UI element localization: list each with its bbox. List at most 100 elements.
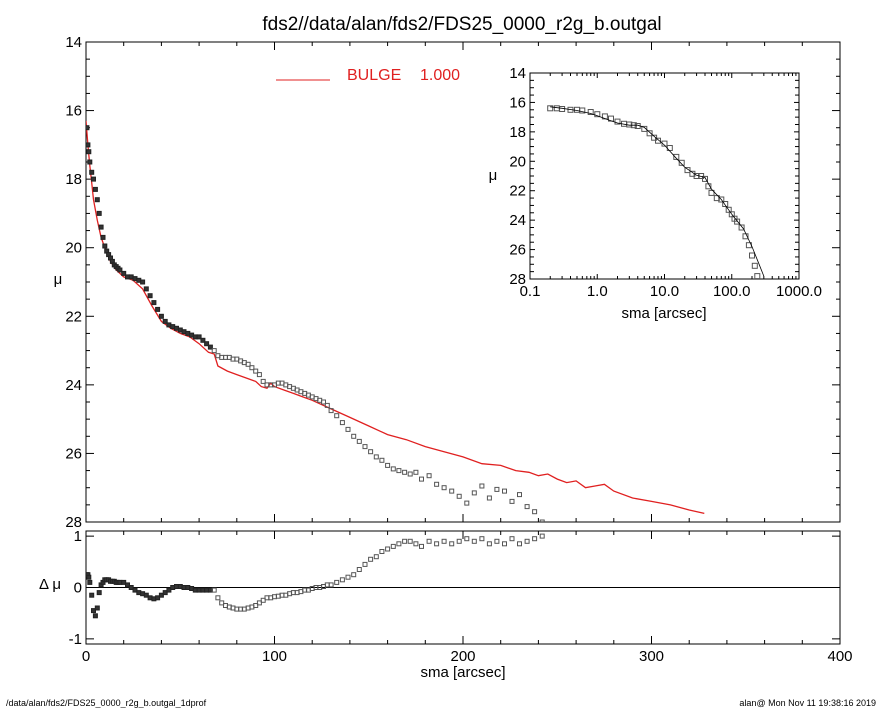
main-data-point xyxy=(532,509,538,515)
main-data-point xyxy=(373,454,379,460)
main-data-point xyxy=(396,468,402,474)
main-data-point xyxy=(419,476,424,482)
main-data-point xyxy=(92,186,98,192)
inset-data-point xyxy=(751,262,758,269)
residual-data-point xyxy=(96,590,102,596)
inset-ytick-label: 24 xyxy=(509,212,526,229)
residual-xtick-label: 100 xyxy=(262,648,287,665)
inset-log-plot: μ sma [arcsec] 14 16 18 20 22 24 26 280.1 1.0 10.… xyxy=(489,65,822,322)
main-data-point xyxy=(385,462,391,468)
inset-y-axis-label: μ xyxy=(489,167,498,184)
inset-xtick-label: 1.0 xyxy=(587,283,608,300)
residual-data-point xyxy=(385,546,391,552)
residual-data-point xyxy=(373,554,379,560)
inset-series-group xyxy=(547,105,765,279)
inset-ytick-label: 14 xyxy=(509,65,526,82)
residual-data-point xyxy=(339,577,345,583)
main-data-point xyxy=(158,313,164,319)
inset-data-point xyxy=(614,118,621,125)
footer-timestamp: alan@ Mon Nov 11 19:38:16 2019 xyxy=(739,698,876,708)
inset-data-point xyxy=(718,196,725,203)
main-data-point xyxy=(413,469,419,475)
main-data-point xyxy=(91,176,96,182)
residual-ytick-label: 0 xyxy=(74,580,82,597)
main-data-point xyxy=(379,457,385,463)
inset-data-point xyxy=(655,137,661,144)
main-data-point xyxy=(253,368,259,374)
main-data-point xyxy=(502,488,507,494)
residual-data-point xyxy=(524,538,530,544)
residual-data-point xyxy=(509,536,515,542)
residual-data-point xyxy=(219,600,225,606)
inset-ytick-label: 16 xyxy=(509,94,526,111)
main-data-point xyxy=(324,402,330,408)
residual-data-point xyxy=(402,538,408,544)
inset-ytick-label: 20 xyxy=(509,153,526,170)
main-data-point xyxy=(328,408,334,414)
residual-ytick-label: -1 xyxy=(69,631,82,648)
main-data-point xyxy=(207,344,213,350)
residual-data-point xyxy=(379,549,385,554)
residual-data-point xyxy=(471,538,477,544)
inset-ytick-label: 28 xyxy=(509,271,526,288)
residual-xtick-label: 300 xyxy=(639,648,664,665)
inset-xtick-label: 10.0 xyxy=(650,283,679,300)
main-data-point xyxy=(249,365,255,371)
main-data-point xyxy=(471,490,477,496)
main-data-point xyxy=(494,486,500,492)
residual-data-point xyxy=(158,592,164,598)
legend: BULGE 1.000 xyxy=(276,67,460,84)
residual-data-point xyxy=(456,538,462,544)
main-data-point xyxy=(204,341,210,347)
main-data-point xyxy=(256,372,262,378)
main-data-point xyxy=(94,197,100,203)
inset-data-point xyxy=(754,273,761,279)
inset-data-point xyxy=(641,125,648,132)
inset-data-point xyxy=(646,130,653,137)
residual-xtick-label: 0 xyxy=(82,648,90,665)
main-data-point xyxy=(441,485,447,491)
inset-data-point xyxy=(587,109,594,115)
inset-data-point xyxy=(722,201,729,207)
inset-x-axis-label: sma [arcsec] xyxy=(621,305,706,322)
main-data-point xyxy=(121,270,127,276)
inset-xtick-label: 0.1 xyxy=(520,283,541,300)
inset-data-point xyxy=(547,105,554,112)
main-data-point xyxy=(140,279,146,285)
residual-series-group xyxy=(86,533,545,619)
main-ytick-label: 22 xyxy=(65,308,82,325)
main-data-point xyxy=(434,481,440,487)
footer-file-path: /data/alan/fds2/FDS25_0000_r2g_b.outgal_… xyxy=(6,698,207,708)
main-ytick-label: 24 xyxy=(65,377,82,394)
main-data-point xyxy=(486,495,492,501)
main-data-point xyxy=(162,318,168,324)
main-data-point xyxy=(464,500,470,506)
main-data-point xyxy=(426,473,432,479)
inset-data-point xyxy=(684,167,691,174)
main-data-point xyxy=(362,444,368,450)
main-data-point xyxy=(211,348,217,354)
main-data-point xyxy=(351,433,357,439)
residual-data-point xyxy=(390,543,396,549)
main-data-point xyxy=(407,471,413,477)
residual-data-point xyxy=(407,538,413,544)
main-data-point xyxy=(449,488,455,494)
residual-data-point xyxy=(449,541,455,547)
inset-xtick-label: 1000.0 xyxy=(776,283,822,300)
residual-xtick-label: 400 xyxy=(827,648,852,665)
main-data-point xyxy=(86,125,90,131)
main-profile-plot: μ BULGE 1.000 14 16 18 20 22 24 26 28 xyxy=(54,34,841,531)
residual-data-point xyxy=(89,592,95,598)
inset-data-point xyxy=(661,140,668,147)
main-data-point xyxy=(339,420,345,426)
residual-data-point xyxy=(426,538,432,544)
legend-label-bulge: BULGE xyxy=(347,67,401,84)
residual-data-point xyxy=(92,613,98,619)
inset-ytick-label: 26 xyxy=(509,242,526,259)
main-data-point xyxy=(356,438,362,444)
main-data-point xyxy=(100,234,106,240)
inset-model-line xyxy=(550,106,765,277)
main-data-point xyxy=(245,361,251,367)
residual-x-axis-label: sma [arcsec] xyxy=(420,664,505,681)
residual-data-point xyxy=(91,608,96,614)
